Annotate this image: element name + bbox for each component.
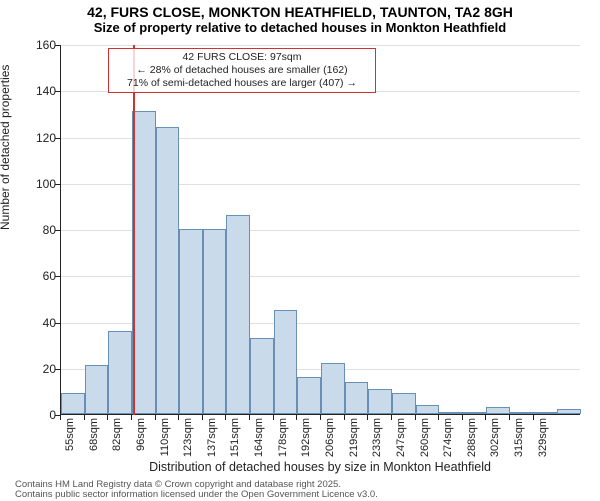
histogram-bar (203, 229, 227, 414)
x-tick-label: 302sqm (489, 418, 501, 458)
x-tick-mark (225, 415, 226, 420)
y-tick-label: 120 (26, 131, 56, 145)
x-tick-mark (273, 415, 274, 420)
x-tick-mark (533, 415, 534, 420)
histogram-bar (108, 331, 132, 414)
annotation-line-1: 42 FURS CLOSE: 97sqm (113, 51, 371, 64)
x-tick-label: 219sqm (348, 418, 360, 458)
x-tick-label: 68sqm (88, 418, 100, 458)
y-tick-label: 100 (26, 177, 56, 191)
histogram-bar (486, 407, 510, 414)
y-tick-label: 160 (26, 38, 56, 52)
x-tick-mark (107, 415, 108, 420)
marker-line (133, 45, 135, 415)
histogram-bar (61, 393, 85, 414)
histogram-bar (368, 389, 392, 414)
histogram-bar (416, 405, 440, 414)
x-tick-label: 329sqm (537, 418, 549, 458)
x-tick-mark (84, 415, 85, 420)
x-tick-mark (202, 415, 203, 420)
y-tick-label: 20 (26, 362, 56, 376)
x-tick-label: 55sqm (64, 418, 76, 458)
histogram-bar (439, 412, 463, 414)
x-tick-mark (391, 415, 392, 420)
plot-area (60, 45, 580, 415)
histogram-bar (274, 310, 298, 414)
histogram-bar (156, 127, 180, 414)
x-tick-mark (155, 415, 156, 420)
histogram-bar (534, 412, 558, 414)
y-tick-label: 0 (26, 408, 56, 422)
y-axis-label: Number of detached properties (0, 65, 12, 230)
x-tick-mark (462, 415, 463, 420)
y-tick-label: 60 (26, 269, 56, 283)
annotation-line-2: ← 28% of detached houses are smaller (16… (113, 64, 371, 77)
x-tick-mark (60, 415, 61, 420)
x-tick-label: 178sqm (277, 418, 289, 458)
histogram-bar (557, 409, 581, 414)
histogram-bar (321, 363, 345, 414)
x-tick-label: 123sqm (182, 418, 194, 458)
title-block: 42, FURS CLOSE, MONKTON HEATHFIELD, TAUN… (0, 0, 600, 35)
footer-line-2: Contains public sector information licen… (15, 490, 378, 500)
x-tick-mark (415, 415, 416, 420)
x-tick-label: 137sqm (206, 418, 218, 458)
x-tick-label: 260sqm (419, 418, 431, 458)
x-tick-label: 315sqm (513, 418, 525, 458)
x-tick-mark (178, 415, 179, 420)
y-tick-label: 140 (26, 84, 56, 98)
x-tick-label: 82sqm (111, 418, 123, 458)
histogram-bar (250, 338, 274, 414)
histogram-bar (463, 412, 487, 414)
histogram-bar (179, 229, 203, 414)
histogram-bar (85, 365, 109, 414)
x-tick-label: 288sqm (466, 418, 478, 458)
x-tick-label: 110sqm (159, 418, 171, 458)
x-tick-label: 96sqm (135, 418, 147, 458)
x-tick-label: 233sqm (371, 418, 383, 458)
chart-container: 42, FURS CLOSE, MONKTON HEATHFIELD, TAUN… (0, 0, 600, 500)
x-tick-mark (249, 415, 250, 420)
x-tick-mark (320, 415, 321, 420)
annotation-box: 42 FURS CLOSE: 97sqm ← 28% of detached h… (108, 48, 376, 93)
y-tick-label: 40 (26, 316, 56, 330)
x-tick-mark (509, 415, 510, 420)
histogram-bar (297, 377, 321, 414)
x-tick-label: 274sqm (442, 418, 454, 458)
histogram-bar (226, 215, 250, 414)
x-tick-label: 206sqm (324, 418, 336, 458)
x-tick-mark (367, 415, 368, 420)
x-tick-label: 247sqm (395, 418, 407, 458)
histogram-bar (345, 382, 369, 414)
x-tick-label: 164sqm (253, 418, 265, 458)
x-tick-mark (438, 415, 439, 420)
histogram-bar (132, 111, 156, 414)
annotation-line-3: 71% of semi-detached houses are larger (… (113, 77, 371, 90)
x-axis-label: Distribution of detached houses by size … (60, 460, 580, 474)
histogram-bar (510, 412, 534, 414)
x-tick-mark (296, 415, 297, 420)
title-line-2: Size of property relative to detached ho… (0, 20, 600, 35)
histogram-bar (392, 393, 416, 414)
x-tick-mark (131, 415, 132, 420)
x-tick-mark (344, 415, 345, 420)
y-tick-label: 80 (26, 223, 56, 237)
title-line-1: 42, FURS CLOSE, MONKTON HEATHFIELD, TAUN… (0, 4, 600, 20)
footer-attribution: Contains HM Land Registry data © Crown c… (15, 480, 378, 501)
x-tick-label: 151sqm (229, 418, 241, 458)
x-tick-mark (485, 415, 486, 420)
x-tick-label: 192sqm (300, 418, 312, 458)
